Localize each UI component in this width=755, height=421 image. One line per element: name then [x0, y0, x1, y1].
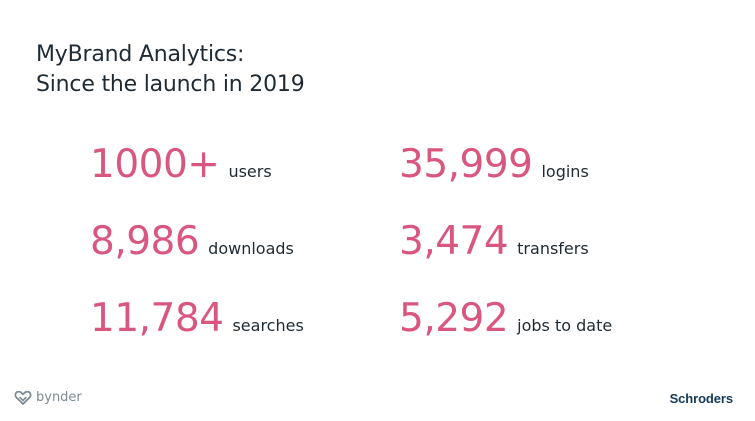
stat-value: 8,986	[90, 219, 200, 264]
bynder-logo: bynder	[14, 390, 82, 405]
stat-label: downloads	[208, 239, 294, 258]
stat-value: 3,474	[399, 219, 509, 264]
stat-logins: 35,999 logins	[399, 143, 589, 187]
stat-label: logins	[541, 162, 589, 181]
slide-title: MyBrand Analytics: Since the launch in 2…	[36, 40, 305, 100]
schroders-logo: Schroders	[669, 391, 734, 406]
stat-value: 1000+	[90, 142, 220, 187]
title-line-1: MyBrand Analytics:	[36, 42, 245, 67]
stat-label: jobs to date	[517, 316, 613, 335]
stat-jobs: 5,292 jobs to date	[399, 297, 612, 341]
stat-searches: 11,784 searches	[90, 297, 304, 341]
stat-label: users	[228, 162, 272, 181]
stat-value: 11,784	[90, 296, 224, 341]
title-line-2: Since the launch in 2019	[36, 72, 305, 97]
stat-users: 1000+ users	[90, 143, 272, 187]
stat-downloads: 8,986 downloads	[90, 220, 294, 264]
stat-transfers: 3,474 transfers	[399, 220, 589, 264]
stat-value: 5,292	[399, 296, 509, 341]
stat-label: transfers	[517, 239, 589, 258]
stat-value: 35,999	[399, 142, 533, 187]
bynder-logo-text: bynder	[36, 390, 82, 405]
stat-label: searches	[232, 316, 304, 335]
bynder-logo-icon	[14, 390, 32, 405]
